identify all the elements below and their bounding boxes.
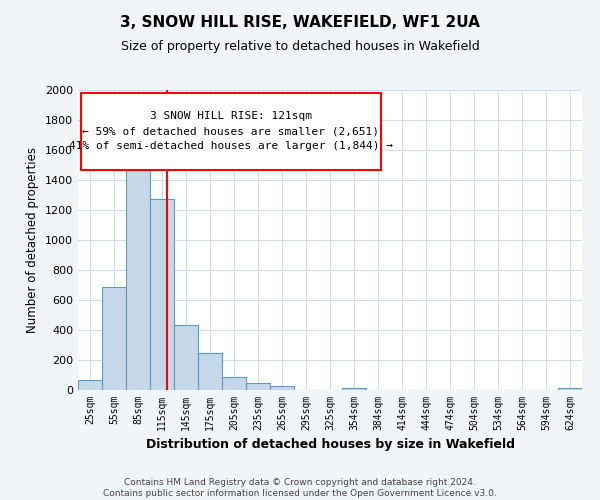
Bar bbox=[102, 286, 126, 390]
Bar bbox=[222, 376, 246, 390]
Bar bbox=[198, 352, 222, 390]
Text: Contains HM Land Registry data © Crown copyright and database right 2024.
Contai: Contains HM Land Registry data © Crown c… bbox=[103, 478, 497, 498]
Bar bbox=[246, 382, 270, 390]
Bar bbox=[270, 386, 294, 390]
X-axis label: Distribution of detached houses by size in Wakefield: Distribution of detached houses by size … bbox=[146, 438, 515, 452]
Bar bbox=[174, 325, 198, 390]
Y-axis label: Number of detached properties: Number of detached properties bbox=[26, 147, 40, 333]
Bar bbox=[78, 380, 102, 390]
Bar bbox=[342, 388, 366, 390]
Text: 3, SNOW HILL RISE, WAKEFIELD, WF1 2UA: 3, SNOW HILL RISE, WAKEFIELD, WF1 2UA bbox=[120, 15, 480, 30]
Text: Size of property relative to detached houses in Wakefield: Size of property relative to detached ho… bbox=[121, 40, 479, 53]
Bar bbox=[150, 198, 174, 390]
Text: 3 SNOW HILL RISE: 121sqm
← 59% of detached houses are smaller (2,651)
41% of sem: 3 SNOW HILL RISE: 121sqm ← 59% of detach… bbox=[69, 112, 393, 151]
Bar bbox=[126, 146, 150, 390]
Bar bbox=[558, 388, 582, 390]
